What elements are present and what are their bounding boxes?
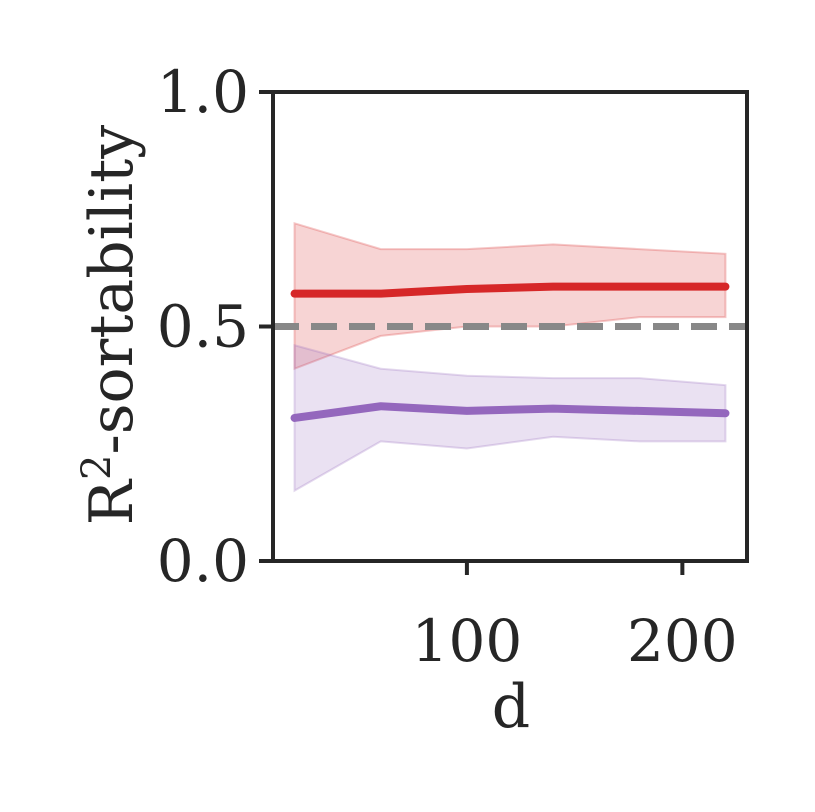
confidence-bands xyxy=(293,221,727,493)
x-tick-label-100: 100 xyxy=(412,607,523,675)
tick-marks xyxy=(259,90,685,575)
y-tick-label-1: 1.0 xyxy=(157,58,249,126)
y-tick-label-0: 0.0 xyxy=(157,527,249,595)
tick-labels: 100 200 0.0 0.5 1.0 xyxy=(157,58,738,675)
x-tick-label-200: 200 xyxy=(627,607,738,675)
plot-frame xyxy=(271,90,749,563)
series-2-band xyxy=(293,343,727,493)
y-axis-label: R2-sortability xyxy=(74,125,147,525)
y-axis-label-superscript: 2 xyxy=(74,455,120,480)
series-2-line xyxy=(290,402,730,422)
y-axis-label-main: R xyxy=(77,478,147,525)
series-1-band xyxy=(293,221,727,371)
y-tick-label-0.5: 0.5 xyxy=(157,293,249,361)
y-axis-label-rest: -sortability xyxy=(77,125,147,455)
x-axis-label: d xyxy=(492,672,530,742)
series-lines xyxy=(290,282,730,422)
series-1-line xyxy=(290,282,730,298)
